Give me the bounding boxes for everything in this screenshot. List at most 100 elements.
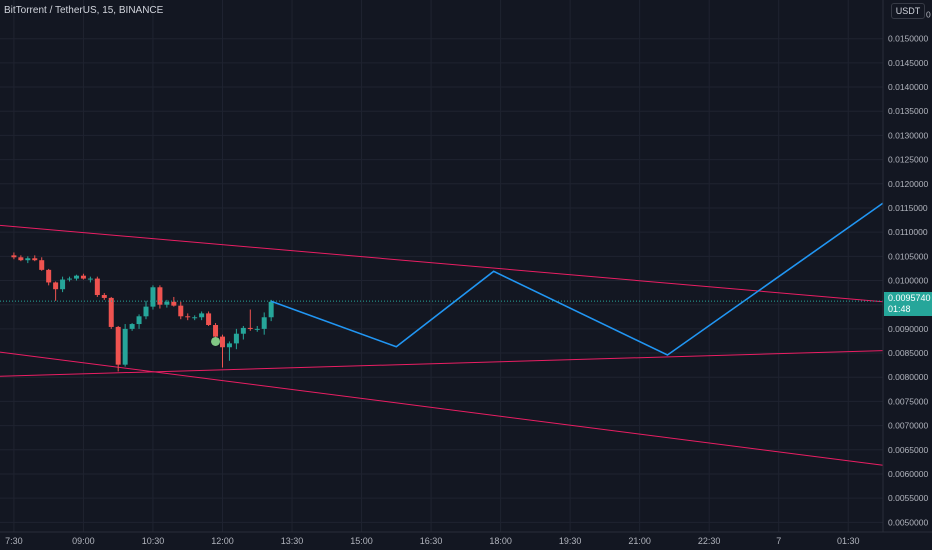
price-tick-label: 0.0115000 xyxy=(888,203,928,213)
candle-body xyxy=(25,258,31,261)
candle[interactable] xyxy=(192,315,198,321)
price-tick-label: 0.0100000 xyxy=(888,276,928,286)
trendlines xyxy=(0,224,884,466)
candle-body xyxy=(219,336,225,348)
candle[interactable] xyxy=(67,276,73,282)
candle[interactable] xyxy=(136,314,142,329)
bar-countdown: 01:48 xyxy=(888,304,911,314)
chart-overlays xyxy=(0,300,883,346)
candle-body xyxy=(73,275,79,279)
candle-body xyxy=(67,278,73,280)
candle[interactable] xyxy=(80,273,86,280)
candle[interactable] xyxy=(254,325,260,332)
price-tick-label: 0.0105000 xyxy=(888,251,928,261)
candle[interactable] xyxy=(233,328,239,350)
candle[interactable] xyxy=(213,323,219,339)
last-price-value: 0.0095740 xyxy=(888,293,931,303)
candle[interactable] xyxy=(122,324,128,367)
candle[interactable] xyxy=(171,296,177,307)
candle[interactable] xyxy=(46,268,52,286)
price-tick-label: 0.0080000 xyxy=(888,372,928,382)
time-tick-label: 10:30 xyxy=(142,536,165,546)
candle-body xyxy=(185,316,191,318)
candle-body xyxy=(122,328,128,365)
trendline[interactable] xyxy=(0,350,884,377)
candle[interactable] xyxy=(226,341,232,361)
candle-body xyxy=(108,297,114,327)
candle-body xyxy=(53,282,59,290)
time-tick-label: 16:30 xyxy=(420,536,443,546)
candle-body xyxy=(115,326,121,365)
trendline[interactable] xyxy=(0,224,884,303)
candle-body xyxy=(11,255,17,258)
candle[interactable] xyxy=(32,255,38,262)
candle[interactable] xyxy=(108,296,114,329)
candle[interactable] xyxy=(240,325,246,340)
chart-grid xyxy=(0,0,883,532)
candle-body xyxy=(178,305,184,317)
candle[interactable] xyxy=(157,285,163,309)
currency-button[interactable]: USDT xyxy=(891,3,925,19)
signal-marker-dot[interactable] xyxy=(211,336,221,346)
candle[interactable] xyxy=(143,300,149,320)
time-tick-label: 18:00 xyxy=(489,536,512,546)
candle-body xyxy=(80,275,86,279)
candle[interactable] xyxy=(25,256,31,264)
candle-body xyxy=(32,258,38,261)
candle-body xyxy=(192,317,198,319)
candle[interactable] xyxy=(94,276,100,297)
symbol-title[interactable]: BitTorrent / TetherUS, 15, BINANCE xyxy=(4,5,164,16)
candle-body xyxy=(233,333,239,344)
time-tick-label: 01:30 xyxy=(837,536,860,546)
candle[interactable] xyxy=(18,255,24,262)
candle[interactable] xyxy=(87,276,93,283)
candle[interactable] xyxy=(199,311,205,321)
time-tick-label: 21:00 xyxy=(628,536,651,546)
projection-line[interactable] xyxy=(270,202,884,356)
candle[interactable] xyxy=(129,323,135,331)
candle-body xyxy=(150,287,156,307)
candle-body xyxy=(206,313,212,326)
candle-body xyxy=(46,269,52,283)
candle[interactable] xyxy=(178,301,184,320)
candle[interactable] xyxy=(53,281,59,301)
candle[interactable] xyxy=(150,285,156,310)
candle[interactable] xyxy=(268,299,274,322)
candle[interactable] xyxy=(261,312,267,335)
candle-body xyxy=(129,324,135,329)
candle[interactable] xyxy=(206,311,212,326)
candle[interactable] xyxy=(11,252,17,260)
candle-body xyxy=(60,279,66,290)
candle[interactable] xyxy=(164,299,170,308)
candle-body xyxy=(143,306,149,317)
candle-body xyxy=(247,327,253,329)
time-tick-label: 09:00 xyxy=(72,536,95,546)
candle[interactable] xyxy=(39,257,45,271)
candle[interactable] xyxy=(101,293,107,300)
price-tick-label: 0.0140000 xyxy=(888,82,928,92)
price-tick-label: 0.0060000 xyxy=(888,469,928,479)
price-tick-label: 0.0055000 xyxy=(888,493,928,503)
candle[interactable] xyxy=(219,334,225,368)
candle-body xyxy=(199,313,205,318)
price-tick-label: 0.0070000 xyxy=(888,421,928,431)
price-tick-label: 0.0075000 xyxy=(888,396,928,406)
candle-body xyxy=(18,257,24,261)
candle[interactable] xyxy=(247,309,253,331)
time-axis: 7:30 09:00 10:30 12:00 13:30 15:00 16:30 18:00 1… xyxy=(0,531,932,550)
candle[interactable] xyxy=(73,274,79,281)
candle-body xyxy=(39,260,45,270)
candle-body xyxy=(157,287,163,305)
candle[interactable] xyxy=(115,325,121,372)
time-tick-label: 12:00 xyxy=(211,536,234,546)
candle[interactable] xyxy=(60,276,66,293)
time-axis-bg xyxy=(0,532,932,550)
price-tick-label: 0.0135000 xyxy=(888,106,928,116)
trendline[interactable] xyxy=(0,351,884,466)
candle[interactable] xyxy=(185,313,191,321)
price-tick-label: 0.0120000 xyxy=(888,179,928,189)
candle-body xyxy=(171,301,177,306)
price-tick-label: 0.0125000 xyxy=(888,155,928,165)
price-tick-label-partial: 0 xyxy=(926,10,931,20)
